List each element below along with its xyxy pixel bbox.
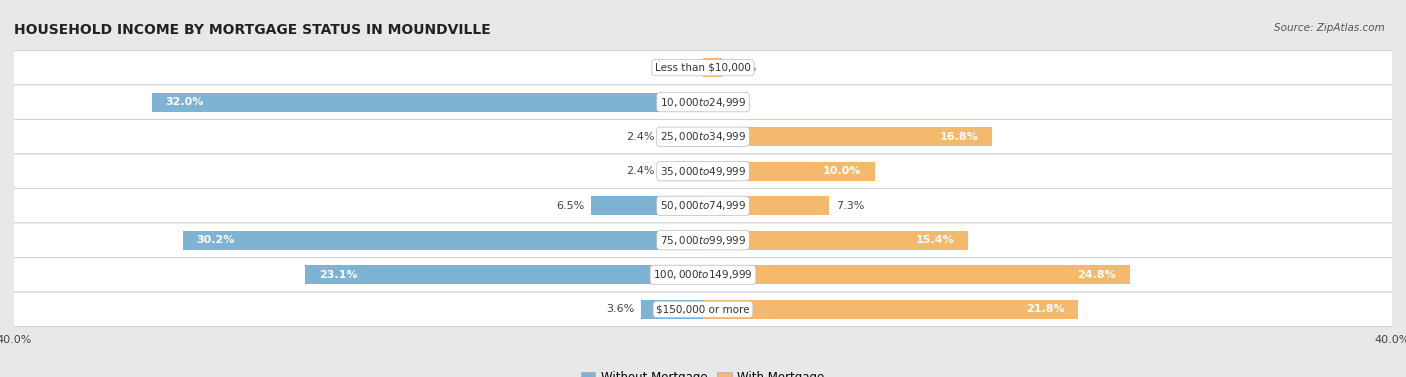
FancyBboxPatch shape	[0, 292, 1406, 326]
Bar	[183, 231, 703, 250]
Bar	[703, 162, 875, 181]
Text: 32.0%: 32.0%	[166, 97, 204, 107]
Bar	[152, 93, 703, 112]
Bar	[591, 196, 703, 215]
Bar	[703, 127, 993, 146]
Bar	[662, 127, 703, 146]
Text: Less than $10,000: Less than $10,000	[655, 63, 751, 73]
FancyBboxPatch shape	[0, 188, 1406, 223]
Text: 30.2%: 30.2%	[197, 235, 235, 245]
Text: 21.8%: 21.8%	[1026, 304, 1064, 314]
Text: 15.4%: 15.4%	[915, 235, 955, 245]
Text: 10.0%: 10.0%	[823, 166, 862, 176]
Text: $35,000 to $49,999: $35,000 to $49,999	[659, 165, 747, 178]
Bar	[703, 231, 969, 250]
FancyBboxPatch shape	[0, 51, 1406, 85]
Text: 6.5%: 6.5%	[555, 201, 583, 211]
Bar	[703, 196, 828, 215]
Bar	[662, 162, 703, 181]
Legend: Without Mortgage, With Mortgage: Without Mortgage, With Mortgage	[576, 366, 830, 377]
Text: Source: ZipAtlas.com: Source: ZipAtlas.com	[1274, 23, 1385, 33]
Text: 0.0%: 0.0%	[668, 63, 696, 73]
Bar	[641, 300, 703, 319]
FancyBboxPatch shape	[0, 154, 1406, 188]
Text: $100,000 to $149,999: $100,000 to $149,999	[654, 268, 752, 281]
Text: 1.1%: 1.1%	[728, 63, 756, 73]
FancyBboxPatch shape	[0, 85, 1406, 120]
Text: $150,000 or more: $150,000 or more	[657, 304, 749, 314]
Text: $75,000 to $99,999: $75,000 to $99,999	[659, 234, 747, 247]
Text: $25,000 to $34,999: $25,000 to $34,999	[659, 130, 747, 143]
Bar	[703, 300, 1078, 319]
FancyBboxPatch shape	[0, 120, 1406, 154]
Text: 16.8%: 16.8%	[939, 132, 979, 142]
Bar	[703, 265, 1130, 284]
Text: $10,000 to $24,999: $10,000 to $24,999	[659, 96, 747, 109]
Bar	[305, 265, 703, 284]
Text: 3.6%: 3.6%	[606, 304, 634, 314]
FancyBboxPatch shape	[0, 223, 1406, 257]
Text: 2.4%: 2.4%	[626, 132, 655, 142]
Text: HOUSEHOLD INCOME BY MORTGAGE STATUS IN MOUNDVILLE: HOUSEHOLD INCOME BY MORTGAGE STATUS IN M…	[14, 23, 491, 37]
Bar	[703, 58, 721, 77]
FancyBboxPatch shape	[0, 257, 1406, 292]
Text: 7.3%: 7.3%	[835, 201, 865, 211]
Text: $50,000 to $74,999: $50,000 to $74,999	[659, 199, 747, 212]
Text: 24.8%: 24.8%	[1077, 270, 1116, 280]
Text: 23.1%: 23.1%	[319, 270, 357, 280]
Text: 2.4%: 2.4%	[626, 166, 655, 176]
Text: 0.0%: 0.0%	[710, 97, 738, 107]
